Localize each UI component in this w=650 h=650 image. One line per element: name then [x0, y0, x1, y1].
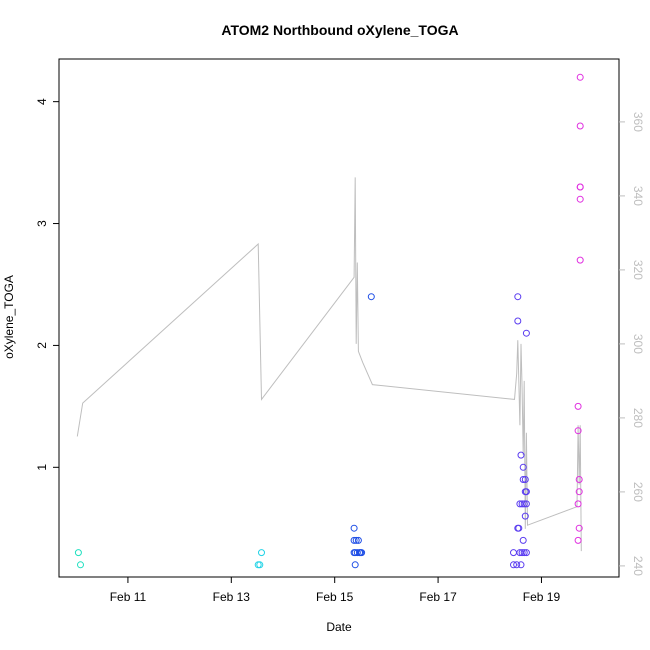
data-point — [519, 536, 527, 544]
data-point — [575, 476, 583, 483]
x-tick-label: Feb 11 — [110, 590, 147, 604]
x-tick-label: Feb 19 — [523, 590, 561, 604]
y2-tick-label: 360 — [631, 112, 645, 132]
data-point — [515, 524, 523, 532]
data-point — [519, 476, 527, 483]
line-series — [76, 177, 582, 552]
data-point — [354, 536, 362, 544]
data-point — [521, 476, 529, 483]
y2-tick-label: 340 — [631, 186, 645, 206]
data-point — [576, 73, 584, 81]
y2-tick-label: 280 — [631, 408, 645, 428]
data-point — [576, 195, 584, 203]
data-point — [510, 561, 517, 569]
data-point — [521, 512, 529, 520]
data-point — [520, 500, 528, 508]
plot-area — [58, 58, 620, 578]
data-point — [518, 500, 526, 508]
y2-axis: 240 260 280 300 320 340 360 — [619, 112, 645, 576]
x-axis: Feb 11 Feb 13 Feb 15 Feb 17 Feb 19 — [110, 577, 561, 604]
data-point — [522, 549, 530, 557]
data-point — [352, 536, 360, 544]
data-point — [574, 500, 582, 508]
y-tick-label: 4 — [35, 98, 49, 105]
data-point — [353, 549, 361, 557]
y-tick-label: 2 — [35, 342, 49, 349]
data-point — [350, 536, 358, 544]
data-point — [520, 549, 528, 557]
x-tick-label: Feb 17 — [419, 590, 457, 604]
x-tick-label: Feb 15 — [316, 590, 354, 604]
y2-tick-label: 320 — [631, 260, 645, 280]
data-point — [74, 549, 82, 557]
data-point — [513, 561, 521, 569]
y-axis: 1 2 3 4 — [35, 98, 59, 471]
data-point — [576, 256, 584, 264]
data-point — [519, 463, 527, 471]
data-point — [522, 488, 530, 496]
chart-title: ATOM2 Northbound oXylene_TOGA — [221, 22, 458, 38]
plot-frame — [58, 58, 620, 578]
data-point — [256, 561, 264, 569]
data-point — [575, 488, 583, 496]
data-point — [514, 317, 522, 325]
data-point — [518, 549, 526, 557]
data-point — [514, 293, 522, 301]
data-point — [574, 402, 582, 410]
data-point — [576, 122, 584, 130]
data-point — [522, 500, 530, 508]
y2-tick-label: 300 — [631, 334, 645, 354]
data-point — [575, 524, 583, 532]
data-point — [576, 183, 584, 191]
y2-tick-label: 240 — [631, 556, 645, 576]
data-point — [367, 293, 375, 301]
data-point — [510, 549, 517, 557]
data-point — [358, 549, 366, 557]
y2-tick-label: 260 — [631, 482, 645, 502]
data-point — [517, 561, 525, 569]
data-point — [574, 536, 582, 544]
x-tick-label: Feb 13 — [213, 590, 251, 604]
scatter-points — [74, 73, 584, 569]
data-point — [522, 329, 530, 337]
data-point — [517, 451, 525, 459]
series-line — [76, 177, 582, 552]
y-tick-label: 3 — [35, 220, 49, 227]
y-axis-label: oXylene_TOGA — [2, 275, 16, 359]
data-point — [77, 561, 84, 569]
data-point — [350, 524, 358, 532]
x-axis-label: Date — [326, 620, 352, 634]
data-point — [574, 427, 582, 435]
data-point — [258, 549, 265, 557]
data-point — [351, 561, 359, 569]
y-tick-label: 1 — [35, 464, 49, 471]
